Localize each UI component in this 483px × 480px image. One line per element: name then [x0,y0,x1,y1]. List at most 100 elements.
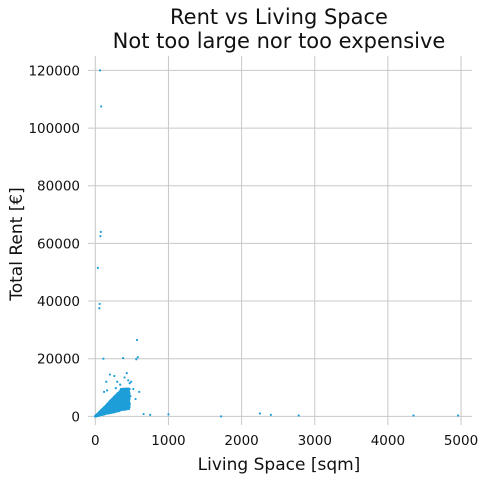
data-point [128,402,131,405]
data-point [128,382,131,385]
data-point [135,358,138,361]
data-point [127,379,130,382]
data-point [258,412,261,415]
data-point [103,412,106,415]
data-point [115,409,118,412]
data-point [114,387,117,390]
data-point [113,374,116,378]
data-point [108,407,111,410]
data-point [220,415,223,418]
data-point [122,396,126,399]
data-point [125,405,128,408]
data-point [126,396,129,399]
data-point [118,404,121,407]
y-axis-label: Total Rent [€] [7,187,27,302]
data-point [130,380,133,383]
data-point [167,413,170,416]
data-point [127,393,131,396]
data-point [127,390,130,393]
data-point [108,400,112,403]
data-point [124,397,127,400]
data-point [117,399,120,402]
x-tick-label: 2000 [224,433,258,449]
data-point [142,412,145,416]
x-tick-label: 0 [91,433,100,449]
data-point [123,376,126,379]
data-point [115,405,119,408]
x-tick-label: 3000 [298,433,332,449]
data-point [116,380,119,383]
data-point [122,387,125,391]
data-point [111,399,114,402]
data-point [102,357,105,360]
data-point [96,414,99,417]
data-point [99,235,102,238]
data-point [125,401,128,404]
data-point [115,406,118,410]
y-tick-label: 40000 [37,294,80,310]
x-tick-label: 5000 [444,433,478,449]
data-point [117,395,120,398]
data-point [125,406,128,410]
data-point [102,408,106,411]
data-point [98,69,102,72]
data-point [111,410,114,413]
data-point [114,401,117,405]
data-point [134,397,137,401]
data-point [116,401,119,404]
y-tick-label: 80000 [37,179,80,195]
data-point [96,266,99,269]
data-point [124,392,128,395]
data-point [269,413,272,417]
data-point [100,412,103,415]
data-point [105,380,108,383]
y-tick-label: 20000 [37,352,80,368]
x-tick-labels: 0 1000 2000 3000 4000 5000 [91,433,478,449]
data-point [104,411,108,414]
data-point [105,403,108,406]
data-point [112,401,115,405]
data-points [94,69,460,418]
data-point [132,387,135,391]
data-point [120,397,123,401]
y-tick-labels: 0 20000 40000 60000 80000 100000 120000 [28,63,80,425]
y-tick-label: 0 [71,409,80,425]
data-point [125,372,128,375]
x-axis-label: Living Space [sqm] [198,455,361,475]
data-point [127,399,130,402]
chart-title: Rent vs Living Space [170,5,388,29]
data-point [119,383,122,386]
data-point [121,400,124,404]
data-point [106,405,109,409]
data-point [113,396,116,399]
data-point [108,404,111,407]
data-point [115,396,118,399]
data-point [123,394,126,398]
data-point [129,395,132,398]
data-point [98,307,101,310]
y-tick-label: 120000 [28,63,80,79]
data-point [118,396,121,399]
data-point [113,407,116,410]
data-point [102,390,106,393]
data-point [108,373,112,376]
data-point [128,406,131,409]
data-point [121,390,124,394]
data-point [112,406,115,409]
data-point [100,105,103,108]
data-point [94,415,97,418]
data-point [119,387,123,391]
data-point [105,407,109,410]
y-tick-label: 100000 [28,121,80,137]
x-tick-label: 1000 [151,433,185,449]
data-point [108,410,111,413]
data-point [120,394,123,397]
data-point [98,411,101,414]
data-point [125,388,128,391]
data-point [99,230,102,233]
data-point [149,413,152,417]
data-point [412,414,415,417]
data-point [128,388,131,391]
data-point [122,408,125,411]
data-point [457,414,460,417]
